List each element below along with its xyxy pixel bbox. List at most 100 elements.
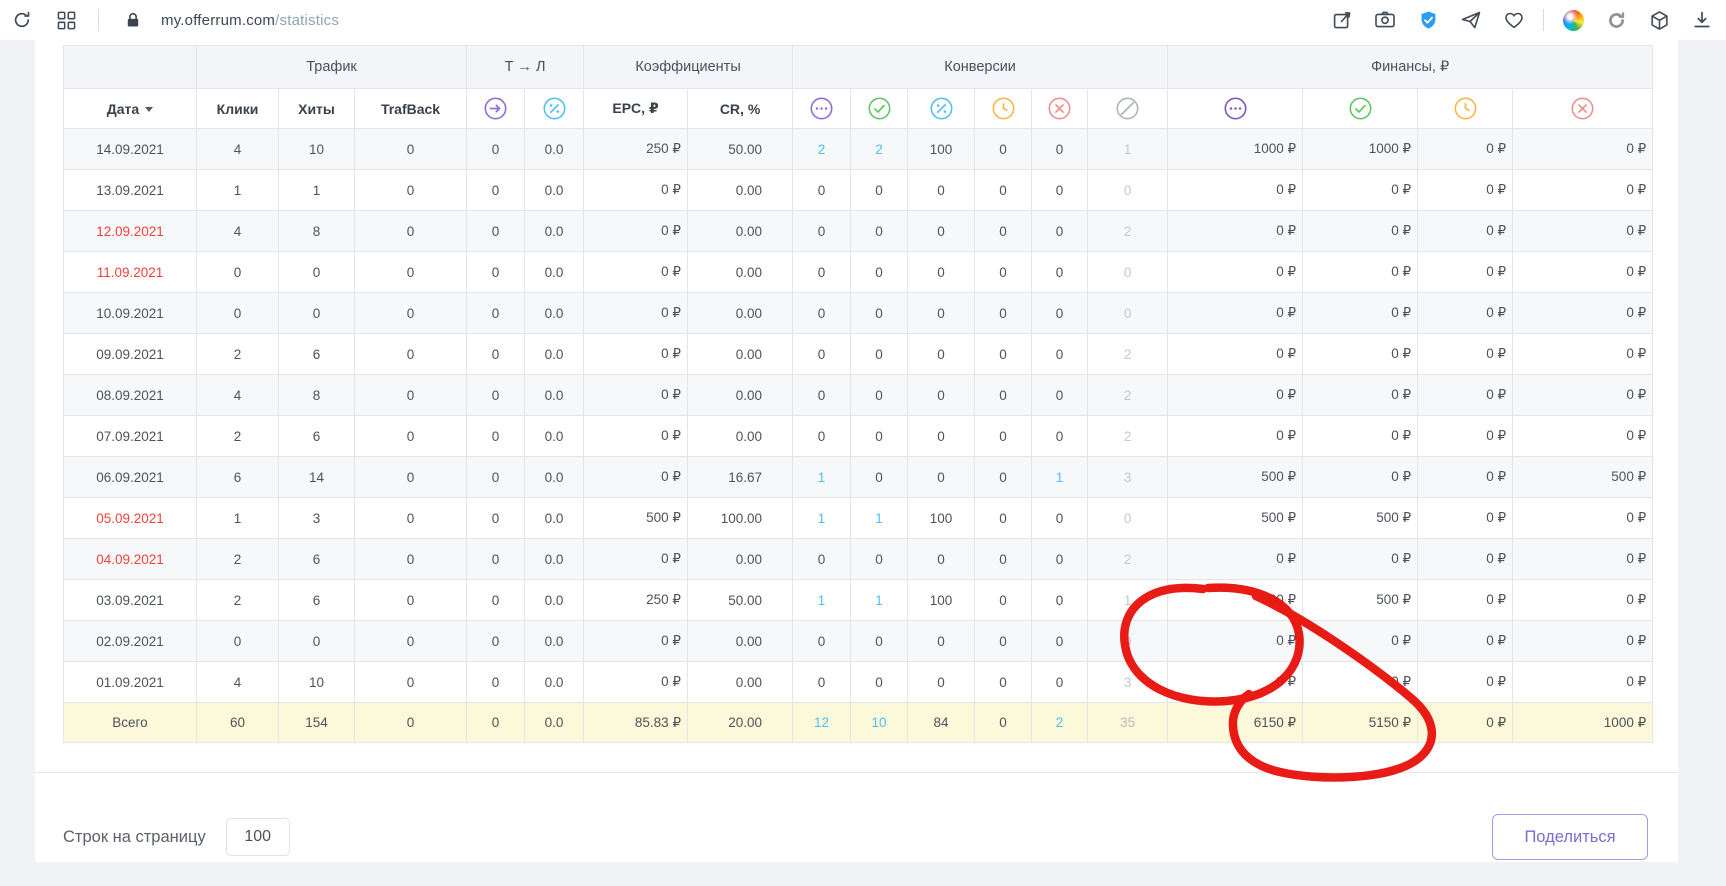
- table-cell: 4: [196, 374, 279, 416]
- table-cell: 0 ₽: [583, 292, 689, 334]
- table-cell: 8: [278, 374, 355, 416]
- table-cell: 50.00: [687, 128, 794, 170]
- column-header-cr-[interactable]: CR, %: [687, 88, 794, 129]
- table-cell: 1000 ₽: [1167, 128, 1304, 170]
- table-cell: 500 ₽: [1302, 579, 1419, 621]
- table-cell: 0: [907, 415, 976, 457]
- column-header-хиты[interactable]: Хиты: [278, 88, 355, 129]
- column-header-клики[interactable]: Клики: [196, 88, 279, 129]
- table-cell: 0: [907, 661, 976, 703]
- table-cell: 0: [792, 661, 852, 703]
- send-icon[interactable]: [1459, 8, 1483, 32]
- table-cell: 0: [850, 661, 909, 703]
- table-cell: 14: [278, 456, 355, 498]
- conversions-link[interactable]: 2: [792, 128, 852, 170]
- column-header-дата[interactable]: Дата: [63, 88, 197, 129]
- table-cell: 0 ₽: [1417, 415, 1514, 457]
- table-cell: 0: [907, 251, 976, 293]
- share-edit-icon[interactable]: [1330, 8, 1354, 32]
- table-cell: 0: [792, 333, 852, 375]
- screenshot-icon[interactable]: [1373, 8, 1397, 32]
- check-circle-icon: [1302, 88, 1419, 129]
- table-cell: 0.0: [524, 292, 585, 334]
- refresh-icon[interactable]: [1604, 8, 1628, 32]
- table-cell: 10: [278, 661, 355, 703]
- table-cell: 0: [974, 292, 1033, 334]
- column-group-header: Т → Л: [466, 45, 585, 89]
- table-cell: 0.00: [687, 415, 794, 457]
- table-cell: 0: [353, 415, 468, 457]
- table-cell: 0: [353, 333, 468, 375]
- share-button[interactable]: Поделиться: [1492, 814, 1648, 860]
- rows-per-page-input[interactable]: 100: [225, 818, 290, 856]
- conversions-link[interactable]: 1: [850, 497, 909, 539]
- table-cell: 0: [974, 210, 1033, 252]
- table-cell: 0: [850, 374, 909, 416]
- table-cell: 0: [196, 251, 279, 293]
- table-cell: 100: [907, 579, 976, 621]
- conversions-link[interactable]: 12: [792, 702, 852, 743]
- table-cell: 0 ₽: [1167, 620, 1304, 662]
- table-cell: 0.00: [687, 169, 794, 211]
- table-cell: 0: [1031, 210, 1089, 252]
- table-cell: 0: [907, 374, 976, 416]
- table-cell: 0: [974, 128, 1033, 170]
- table-cell: 0: [353, 620, 468, 662]
- table-cell: 4: [196, 128, 279, 170]
- table-cell: 5150 ₽: [1302, 702, 1419, 743]
- conversions-link[interactable]: 1: [792, 456, 852, 498]
- conversions-link[interactable]: 10: [850, 702, 909, 743]
- url-host: my.offerrum.com: [161, 11, 276, 29]
- table-cell: 0: [353, 538, 468, 580]
- table-cell: 4: [196, 661, 279, 703]
- table-cell: 0: [278, 292, 355, 334]
- color-wheel-icon[interactable]: [1561, 8, 1585, 32]
- table-cell: 50.00: [687, 579, 794, 621]
- conversions-link[interactable]: 2: [850, 128, 909, 170]
- table-cell: 0: [907, 456, 976, 498]
- download-icon[interactable]: [1690, 8, 1714, 32]
- address-bar[interactable]: my.offerrum.com/statistics: [161, 12, 339, 29]
- conversions-link[interactable]: 1: [792, 579, 852, 621]
- card-divider: [35, 772, 1678, 773]
- heart-icon[interactable]: [1502, 8, 1526, 32]
- table-cell: 0: [850, 333, 909, 375]
- table-cell: 0 ₽: [1417, 538, 1514, 580]
- table-cell: 0: [792, 538, 852, 580]
- conversions-link[interactable]: 1: [1031, 456, 1089, 498]
- table-cell: 0: [466, 497, 526, 539]
- table-row: 01.09.2021 4 10 0 0 0.0 0 ₽0.00 0 0 0 0 0 3 0 ₽0 ₽0 ₽…: [63, 661, 1654, 703]
- table-cell: 09.09.2021: [63, 333, 197, 375]
- conversions-link[interactable]: 1: [792, 497, 852, 539]
- table-cell: 0 ₽: [1512, 128, 1654, 170]
- table-cell: 0: [907, 333, 976, 375]
- table-cell: 0.0: [524, 333, 585, 375]
- table-cell: 0.00: [687, 374, 794, 416]
- table-cell: 07.09.2021: [63, 415, 197, 457]
- table-cell: 0: [1031, 333, 1089, 375]
- column-header-epc-[interactable]: EPC, ₽: [583, 88, 689, 129]
- reload-icon[interactable]: [10, 8, 34, 32]
- conversions-link[interactable]: 1: [850, 579, 909, 621]
- table-cell: 0: [974, 251, 1033, 293]
- statistics-card: Трафик Т → Л Коэффициенты Конверсии Финансы,…: [35, 40, 1678, 862]
- table-footer: Строк на страницу 100 Поделиться: [63, 792, 1650, 882]
- table-cell: 0: [974, 661, 1033, 703]
- url-path: /statistics: [275, 11, 340, 29]
- table-cell: 0.00: [687, 251, 794, 293]
- table-cell: 0 ₽: [583, 456, 689, 498]
- table-cell: 0 ₽: [1302, 620, 1419, 662]
- table-row: 03.09.2021 2 6 0 0 0.0 250 ₽50.00 1 1 100 0 0 1 500 ₽…: [63, 579, 1654, 621]
- apps-grid-icon[interactable]: [54, 8, 78, 32]
- table-cell: 0.0: [524, 169, 585, 211]
- table-cell: 04.09.2021: [63, 538, 197, 580]
- cube-icon[interactable]: [1647, 8, 1671, 32]
- column-header-trafback[interactable]: TrafBack: [353, 88, 468, 129]
- conversions-link[interactable]: 2: [1031, 702, 1089, 743]
- table-cell: 0: [850, 456, 909, 498]
- table-cell: 0: [907, 292, 976, 334]
- shield-check-icon[interactable]: [1416, 8, 1440, 32]
- table-cell: 500 ₽: [1302, 497, 1419, 539]
- column-group-header: Финансы, ₽: [1167, 45, 1654, 89]
- table-row: 13.09.2021 1 1 0 0 0.0 0 ₽0.00 0 0 0 0 0 0 0 ₽0 ₽0 ₽0…: [63, 169, 1654, 211]
